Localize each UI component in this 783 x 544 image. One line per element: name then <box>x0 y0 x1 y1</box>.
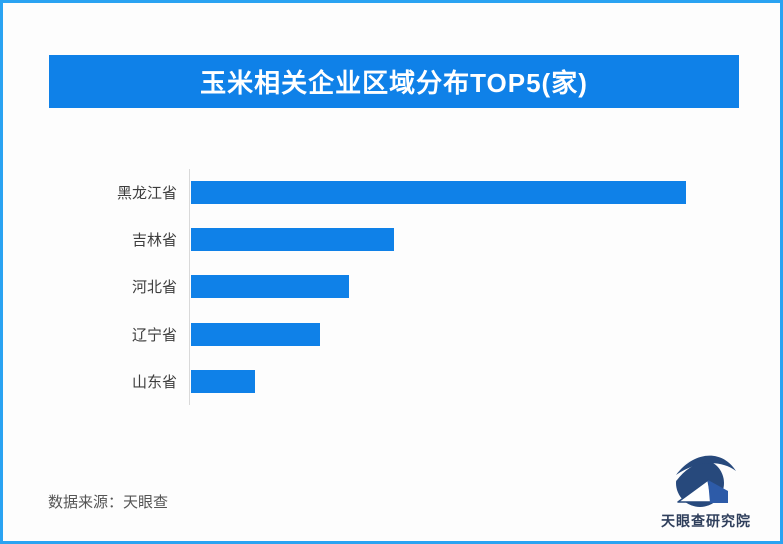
bar-track <box>189 263 748 311</box>
bar-chart: 黑龙江省吉林省河北省辽宁省山东省 <box>48 169 748 405</box>
bar <box>191 181 686 205</box>
bar <box>191 275 349 299</box>
chart-title: 玉米相关企业区域分布TOP5(家) <box>200 68 588 98</box>
category-label: 山东省 <box>131 373 177 391</box>
category-label: 黑龙江省 <box>116 185 177 203</box>
bar-row: 山东省 <box>48 357 748 405</box>
bar-row: 辽宁省 <box>48 310 748 358</box>
bar-row: 河北省 <box>48 263 748 311</box>
logo-caption: 天眼查研究院 <box>661 513 751 529</box>
bar-track <box>189 310 748 358</box>
bar-track <box>189 216 748 264</box>
data-source-label: 数据来源：天眼查 <box>48 494 169 511</box>
tianyancha-logo-icon <box>671 455 737 507</box>
bar-track <box>189 169 748 217</box>
bar-track <box>189 357 748 405</box>
bar-row: 吉林省 <box>48 216 748 264</box>
bar <box>191 369 255 393</box>
category-label: 吉林省 <box>131 232 177 250</box>
bar <box>191 322 320 346</box>
bar-row: 黑龙江省 <box>48 169 748 217</box>
chart-title-banner: 玉米相关企业区域分布TOP5(家) <box>49 55 739 108</box>
bar <box>191 228 394 252</box>
tianyancha-research-logo: 天眼查研究院 <box>651 453 761 531</box>
category-label: 辽宁省 <box>131 326 177 344</box>
category-label: 河北省 <box>131 279 177 297</box>
